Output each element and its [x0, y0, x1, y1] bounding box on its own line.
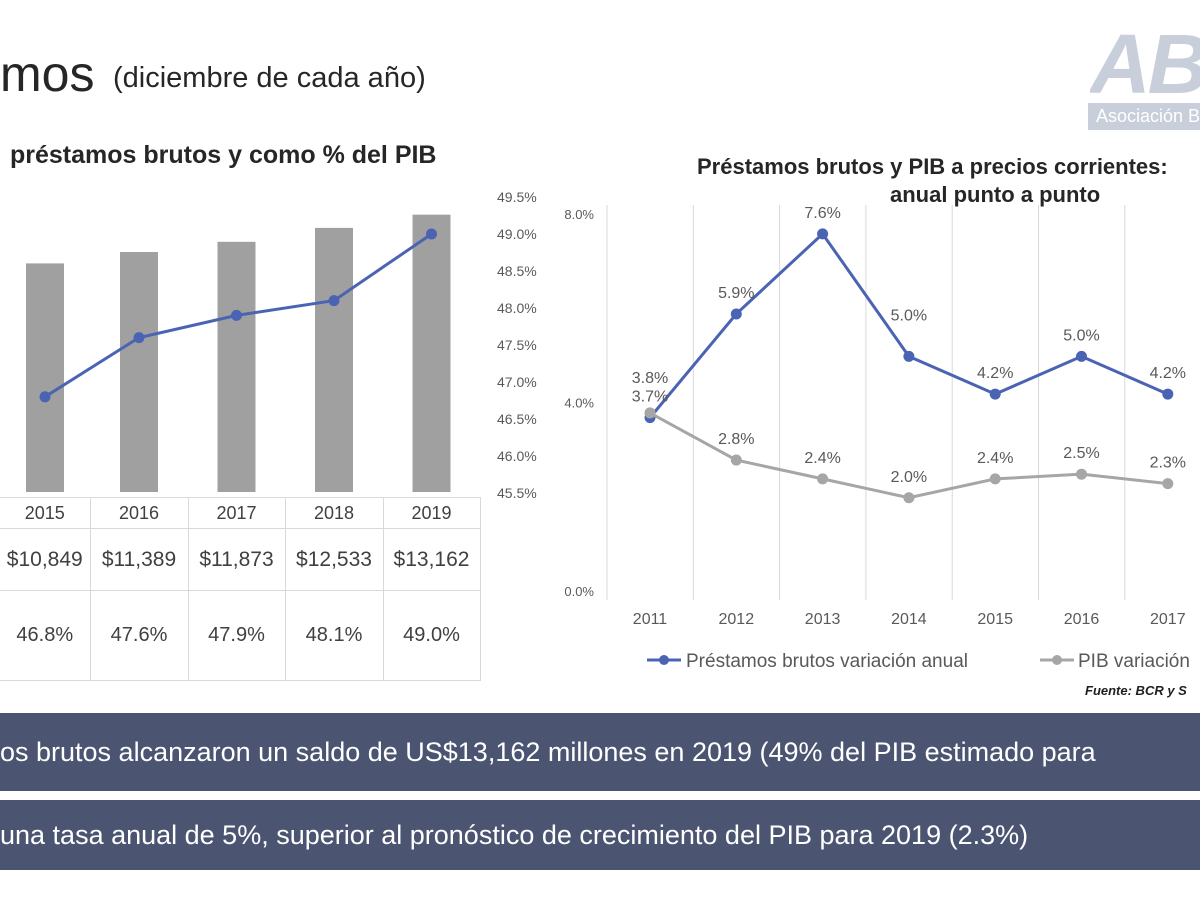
table-cell-pct-gdp: 47.6%	[89, 590, 189, 681]
series-1-point-2014	[903, 350, 915, 362]
x-axis-tick-label: 2016	[1064, 611, 1100, 628]
right-axis-tick-label: 45.5%	[497, 485, 537, 501]
table-year-cell: 2015	[0, 497, 91, 529]
table-year-cell: 2019	[382, 497, 481, 529]
x-axis-tick-label: 2013	[805, 611, 841, 628]
right-axis-tick-label: 49.0%	[497, 226, 537, 242]
series-2-point-2016	[1076, 468, 1087, 480]
right-axis-tick-label: 46.5%	[497, 411, 537, 427]
logo-tagline: Asociación B	[1088, 103, 1200, 130]
series-2-point-2011	[644, 407, 656, 419]
logo-letters: ABA	[1090, 22, 1200, 106]
bar-2018	[315, 227, 353, 492]
y-axis-tick-label: 0.0%	[564, 584, 594, 599]
data-label: 2.8%	[718, 431, 754, 448]
right-axis-tick-label: 47.5%	[497, 337, 537, 353]
table-cell-pct-gdp: 49.0%	[382, 590, 481, 681]
data-label: 2.5%	[1063, 445, 1099, 462]
series-2-point-2013	[817, 473, 829, 485]
series-1-point-2013	[817, 228, 829, 240]
pct-gdp-point-2017	[231, 309, 242, 321]
data-label: 5.0%	[1063, 327, 1099, 344]
x-axis-tick-label: 2011	[633, 611, 668, 628]
table-row-pct-gdp: 46.8% 47.6% 47.9% 48.1% 49.0%	[0, 590, 481, 681]
aba-logo: ABA Asociación B	[1088, 22, 1200, 132]
y-axis-tick-label: 4.0%	[564, 396, 594, 411]
series-2-point-2015	[989, 473, 1001, 485]
right-axis-tick-label: 48.0%	[497, 300, 537, 316]
data-label: 2.4%	[804, 450, 840, 467]
chart-source-note: Fuente: BCR y S	[1085, 683, 1187, 698]
series-2-point-2014	[903, 492, 915, 504]
page-title: mos	[0, 46, 95, 102]
series-1-point-2012	[730, 308, 742, 320]
table-cell-pct-gdp: 48.1%	[284, 590, 384, 681]
table-cell-loans: $11,873	[187, 528, 286, 591]
data-label: 3.7%	[632, 389, 668, 406]
table-header-row: 2015 2016 2017 2018 2019	[0, 497, 481, 529]
data-label: 2.4%	[977, 450, 1013, 467]
table-cell-loans: $10,849	[0, 528, 91, 591]
x-axis-tick-label: 2014	[891, 611, 927, 628]
right-axis-tick-label: 47.0%	[497, 374, 537, 390]
highlight-band-1: os brutos alcanzaron un saldo de US$13,1…	[0, 713, 1200, 791]
right-chart-plot: 8.0% 4.0% 0.0% 2011 2012 2013 2014 2015 2016 2017…	[564, 205, 1190, 672]
legend-label: Préstamos brutos variación anual	[686, 651, 968, 672]
bar-2016	[120, 252, 158, 492]
table-cell-pct-gdp: 46.8%	[0, 590, 91, 681]
left-chart-title: préstamos brutos y como % del PIB	[10, 141, 437, 169]
left-chart-plot: 49.5% 49.0% 48.5% 48.0% 47.5% 47.0% 46.5% 46.0%…	[26, 189, 537, 501]
legend-label: PIB variación	[1078, 651, 1190, 672]
table-year-cell: 2017	[187, 497, 286, 529]
data-label: 4.2%	[1150, 365, 1186, 382]
pct-gdp-point-2019	[426, 228, 437, 240]
y-axis-tick-label: 8.0%	[564, 207, 594, 222]
data-label: 5.9%	[718, 285, 754, 302]
x-axis-tick-label: 2015	[977, 611, 1013, 628]
legend-marker-icon	[1052, 655, 1062, 665]
series-2-point-2012	[730, 454, 742, 466]
x-axis-tick-label: 2012	[719, 611, 755, 628]
pct-gdp-point-2016	[133, 332, 145, 344]
right-chart-title-line-2: anual punto a punto	[890, 182, 1101, 207]
series-2-point-2017	[1162, 478, 1174, 490]
pct-gdp-point-2018	[328, 295, 340, 307]
right-chart-title-line-1: Préstamos brutos y PIB a precios corrien…	[697, 154, 1168, 179]
data-label: 2.3%	[1150, 455, 1186, 472]
series-1-point-2015	[989, 388, 1001, 400]
data-label: 3.8%	[632, 370, 668, 387]
series-line-1	[648, 231, 1169, 419]
right-axis-tick-label: 49.5%	[497, 189, 537, 205]
bar-2017	[217, 241, 256, 492]
table-cell-loans: $11,389	[89, 528, 189, 591]
table-row-loans: $10,849 $11,389 $11,873 $12,533 $13,162	[0, 528, 481, 591]
bar-2015	[26, 263, 64, 492]
bar-2019	[412, 214, 451, 493]
data-label: 4.2%	[977, 365, 1013, 382]
table-year-cell: 2016	[89, 497, 189, 529]
legend-marker-icon	[659, 655, 669, 665]
table-cell-loans: $13,162	[382, 528, 481, 591]
series-1-point-2016	[1076, 350, 1087, 362]
data-label: 7.6%	[804, 205, 840, 222]
page-subtitle: (diciembre de cada año)	[113, 62, 426, 94]
x-axis-tick-label: 2017	[1150, 611, 1186, 628]
table-year-cell: 2018	[284, 497, 384, 529]
right-axis-tick-label: 46.0%	[497, 448, 537, 464]
series-1-point-2017	[1162, 388, 1174, 400]
right-axis-tick-label: 48.5%	[497, 263, 537, 279]
table-cell-pct-gdp: 47.9%	[187, 590, 286, 681]
data-label: 5.0%	[891, 307, 927, 324]
highlight-band-2: una tasa anual de 5%, superior al pronós…	[0, 800, 1200, 870]
left-chart-data-table: 2015 2016 2017 2018 2019 $10,849 $11,389…	[0, 497, 481, 681]
data-label: 2.0%	[891, 469, 927, 486]
table-cell-loans: $12,533	[284, 528, 384, 591]
pct-gdp-point-2015	[39, 391, 51, 403]
